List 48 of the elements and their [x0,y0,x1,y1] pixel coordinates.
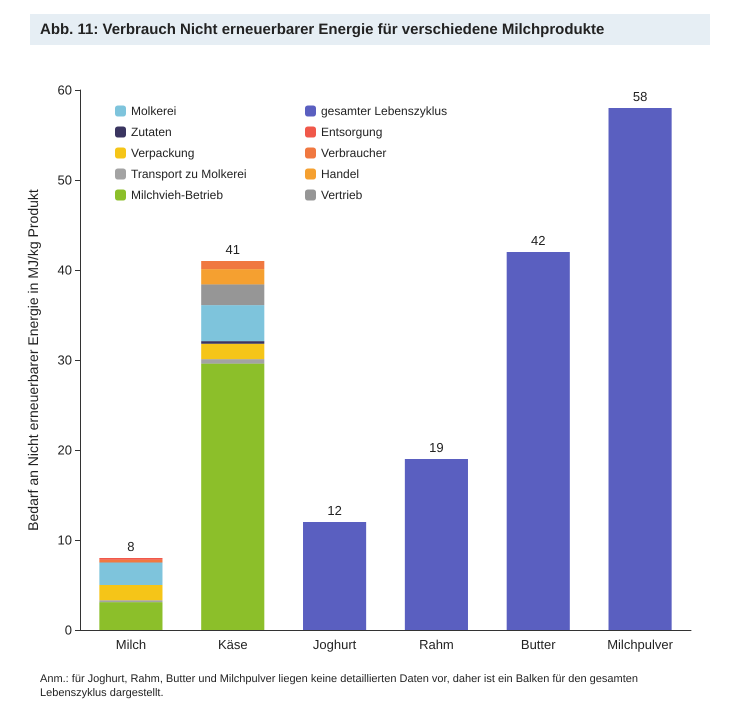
bar [404,459,468,630]
bar [201,284,264,306]
bar [201,359,264,364]
total-label: 12 [327,503,342,518]
total-label: 8 [127,539,135,554]
chart-title: Abb. 11: Verbrauch Nicht erneuerbarer Energie für verschiedene Milchprodukte [30,14,710,45]
y-tick-label: 10 [58,532,72,548]
legend-label: Zutaten [131,125,172,139]
legend-label: gesamter Lebenszyklus [321,104,448,118]
x-tick-label: Joghurt [312,637,357,652]
x-tick-label: Milchpulver [607,637,674,652]
total-label: 42 [531,233,546,248]
total-label: 58 [632,89,648,104]
y-tick-label: 20 [58,442,72,458]
total-label: 19 [429,440,444,455]
bar [99,562,162,585]
legend-label: Verbraucher [321,146,386,160]
legend-label: Handel [321,167,360,181]
bar [201,305,264,342]
legend-label: Entsorgung [321,125,382,139]
y-tick-label: 50 [58,172,72,188]
bar [99,585,162,600]
bar [608,108,672,630]
bar [201,364,264,630]
x-tick-label: Rahm [419,637,454,652]
y-tick-label: 30 [58,352,72,368]
bar [303,522,366,630]
legend-label: Vertrieb [321,188,363,202]
y-tick-label: 40 [58,262,72,278]
legend-label: Molkerei [131,104,176,118]
x-tick-label: Milch [116,637,146,652]
bar [506,252,570,630]
legend-label: Milchvieh-Betrieb [131,188,224,202]
bar [99,602,162,630]
y-axis-title: Bedarf an Nicht erneuerbarer Energie in MJ/kg Produkt [25,189,41,531]
x-tick-label: Käse [218,637,248,652]
bar [201,261,264,270]
bar [201,344,264,360]
y-tick-label: 0 [64,622,72,638]
bar [201,269,264,284]
bar [201,341,264,344]
text: Anm.: für Joghurt, Rahm, Butter und Milchpulver liegen keine detaillierten Daten vor, daher ist ein Balken für den gesamten Lebenszyklus dargestellt. [40,672,639,700]
legend-label: Verpackung [131,146,194,160]
total-label: 41 [226,242,240,257]
legend-label: Transport zu Molkerei [131,167,247,181]
bar [99,560,162,562]
y-tick-label: 60 [58,82,72,98]
x-tick-label: Butter [520,637,556,652]
